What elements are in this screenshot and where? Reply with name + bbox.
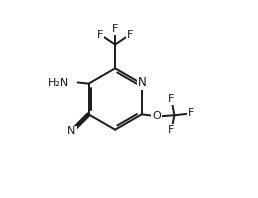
Text: N: N bbox=[67, 127, 76, 136]
Text: F: F bbox=[168, 94, 175, 104]
Text: H₂N: H₂N bbox=[47, 78, 69, 88]
Text: F: F bbox=[168, 125, 175, 135]
Text: F: F bbox=[127, 30, 133, 40]
Text: N: N bbox=[138, 76, 147, 89]
Text: F: F bbox=[112, 24, 118, 34]
Text: F: F bbox=[187, 108, 194, 118]
Text: F: F bbox=[97, 30, 103, 40]
Text: O: O bbox=[152, 111, 161, 121]
